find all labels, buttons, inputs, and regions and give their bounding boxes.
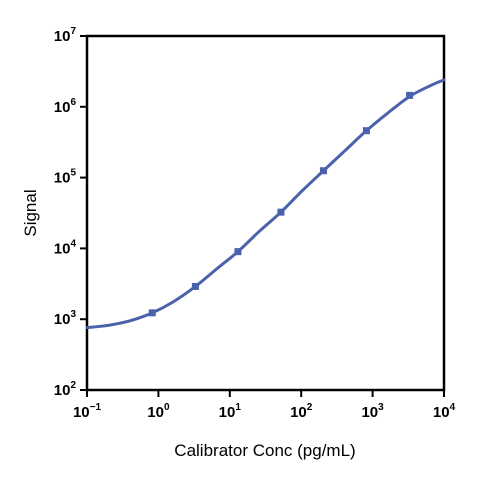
- x-axis-title: Calibrator Conc (pg/mL): [174, 441, 355, 460]
- y-tick-label: 105: [54, 168, 77, 187]
- x-axis-ticks: 10−1 100 101 102 103 104: [73, 390, 456, 421]
- x-tick-label: 10−1: [73, 402, 102, 421]
- y-tick-label: 104: [54, 238, 77, 257]
- data-point-marker: [191, 282, 199, 290]
- x-tick-label: 104: [433, 402, 456, 421]
- data-point-marker: [319, 167, 327, 175]
- y-tick-label: 107: [54, 26, 77, 45]
- x-tick-label: 101: [219, 402, 242, 421]
- plot-frame: [85, 34, 446, 392]
- y-axis-ticks: 102 103 104 105 106 107: [54, 26, 87, 399]
- data-point-marker: [362, 127, 370, 135]
- x-tick-label: 102: [290, 402, 313, 421]
- x-tick-label: 100: [147, 402, 170, 421]
- data-point-marker: [277, 208, 285, 216]
- data-point-marker: [234, 248, 242, 256]
- data-point-marker: [148, 309, 156, 317]
- y-tick-label: 106: [54, 97, 77, 116]
- series-layer: [85, 78, 446, 330]
- fit-curve-line: [85, 78, 446, 330]
- y-axis-title: Signal: [21, 189, 40, 236]
- x-tick-label: 103: [361, 402, 384, 421]
- data-point-marker: [406, 91, 414, 99]
- y-tick-label: 103: [54, 309, 77, 328]
- y-tick-label: 102: [54, 380, 77, 399]
